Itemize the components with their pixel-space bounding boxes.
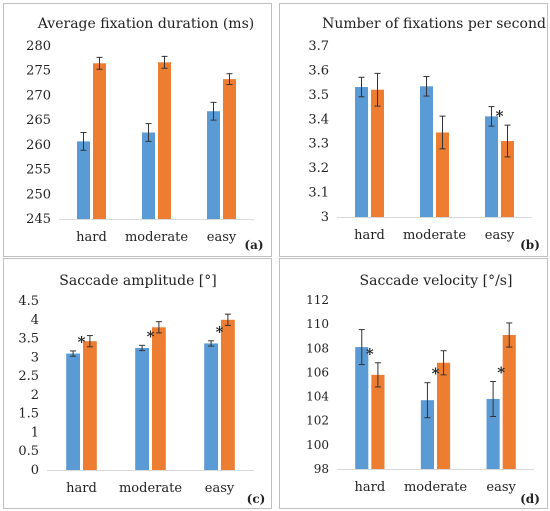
y-tick-label: 265	[26, 113, 51, 128]
significance-marker: *	[496, 107, 504, 125]
y-tick-label: 260	[26, 138, 51, 153]
chart-panel-0: Average fixation duration (ms) (a) 245 250 2…	[3, 3, 272, 257]
chart-title: Average fixation duration (ms)	[37, 16, 254, 32]
y-tick-label: 106	[306, 365, 329, 379]
y-tick-label: 3	[321, 210, 329, 225]
significance-marker: *	[216, 323, 224, 341]
y-tick-label: 104	[306, 390, 329, 404]
y-tick-label: 0	[31, 463, 39, 478]
bar-series-1	[83, 341, 97, 470]
y-tick-label: 3.5	[308, 88, 329, 103]
x-tick-label: easy	[485, 228, 515, 243]
significance-marker: *	[497, 363, 505, 381]
chart-title: Number of fixations per second	[322, 16, 546, 32]
bar-series-0	[485, 116, 498, 217]
y-tick-label: 2	[31, 388, 39, 403]
y-tick-label: 100	[306, 438, 329, 452]
y-tick-label: 2.5	[18, 369, 39, 384]
bar-series-0	[486, 398, 500, 469]
y-tick-label: 255	[26, 163, 51, 178]
y-tick-label: 4	[31, 313, 39, 328]
chart-title: Saccade amplitude [°]	[59, 273, 216, 289]
bar-series-1	[436, 132, 449, 217]
x-tick-label: moderate	[119, 481, 182, 496]
y-tick-label: 275	[26, 64, 51, 79]
chart-panel-1: Number of fixations per second (b) 3 3.1 3.2…	[279, 3, 548, 257]
x-tick-label: moderate	[403, 228, 466, 243]
y-tick-label: 108	[306, 341, 329, 355]
bar-series-1	[371, 89, 384, 217]
x-tick-label: hard	[76, 230, 107, 245]
y-tick-label: 3.3	[308, 137, 329, 152]
y-tick-label: 250	[26, 187, 51, 202]
panel-label: (a)	[244, 238, 263, 252]
y-tick-label: 98	[314, 462, 329, 476]
bar-series-0	[207, 111, 220, 219]
y-tick-label: 1	[31, 425, 39, 440]
bar-series-0	[135, 347, 149, 470]
y-tick-label: 102	[306, 414, 329, 428]
chart-panel-2: Saccade amplitude [°] (c) 0 0.5 1 1.5 2 2.5 3 3.5…	[3, 258, 272, 509]
significance-marker: *	[366, 345, 374, 363]
bar-series-1	[437, 362, 451, 469]
y-tick-label: 1.5	[18, 407, 39, 422]
y-tick-label: 270	[26, 88, 51, 103]
bar-series-0	[420, 86, 433, 217]
bar-series-0	[355, 87, 368, 217]
y-tick-label: 3.2	[308, 161, 329, 176]
y-tick-label: 112	[306, 293, 329, 307]
x-tick-label: easy	[486, 480, 516, 495]
y-tick-label: 3.7	[308, 39, 329, 54]
x-tick-label: easy	[207, 230, 237, 245]
panel-label: (b)	[520, 238, 540, 252]
bar-series-0	[142, 132, 155, 219]
chart-panel-3: Saccade velocity [°/s] (d) 98 100 102 104 106 1…	[279, 258, 548, 509]
chart-title: Saccade velocity [°/s]	[360, 273, 513, 289]
y-tick-label: 280	[26, 39, 51, 54]
panel-label: (d)	[520, 492, 540, 506]
bar-series-1	[152, 327, 166, 470]
y-tick-label: 3.6	[308, 63, 329, 78]
bar-series-1	[502, 335, 516, 469]
y-tick-label: 3.5	[18, 332, 39, 347]
bar-series-1	[158, 62, 171, 219]
significance-marker: *	[147, 327, 155, 345]
x-tick-label: easy	[205, 481, 235, 496]
bar-series-1	[371, 374, 385, 469]
bar-series-0	[355, 347, 369, 469]
bar-series-0	[420, 400, 434, 469]
bar-series-0	[204, 343, 218, 470]
y-tick-label: 0.5	[18, 444, 39, 459]
x-tick-label: hard	[354, 228, 385, 243]
y-tick-label: 245	[26, 212, 51, 227]
bar-series-1	[221, 319, 235, 470]
x-tick-label: moderate	[125, 230, 188, 245]
bar-series-0	[66, 353, 80, 470]
significance-marker: *	[432, 365, 440, 383]
y-tick-label: 3.1	[308, 186, 329, 201]
panel-label: (c)	[247, 492, 266, 506]
significance-marker: *	[78, 333, 86, 351]
chart-panels: Average fixation duration (ms) (a) 245 250 2…	[3, 3, 548, 509]
y-tick-label: 3.4	[308, 112, 329, 127]
x-tick-label: moderate	[404, 480, 467, 495]
y-tick-label: 3	[31, 350, 39, 365]
x-tick-label: hard	[354, 480, 385, 495]
bar-series-1	[223, 79, 236, 219]
x-tick-label: hard	[66, 481, 97, 496]
bar-series-0	[77, 141, 90, 219]
bar-series-1	[93, 63, 106, 219]
y-tick-label: 110	[306, 317, 329, 331]
y-tick-label: 4.5	[18, 294, 39, 309]
bar-series-1	[501, 141, 514, 217]
